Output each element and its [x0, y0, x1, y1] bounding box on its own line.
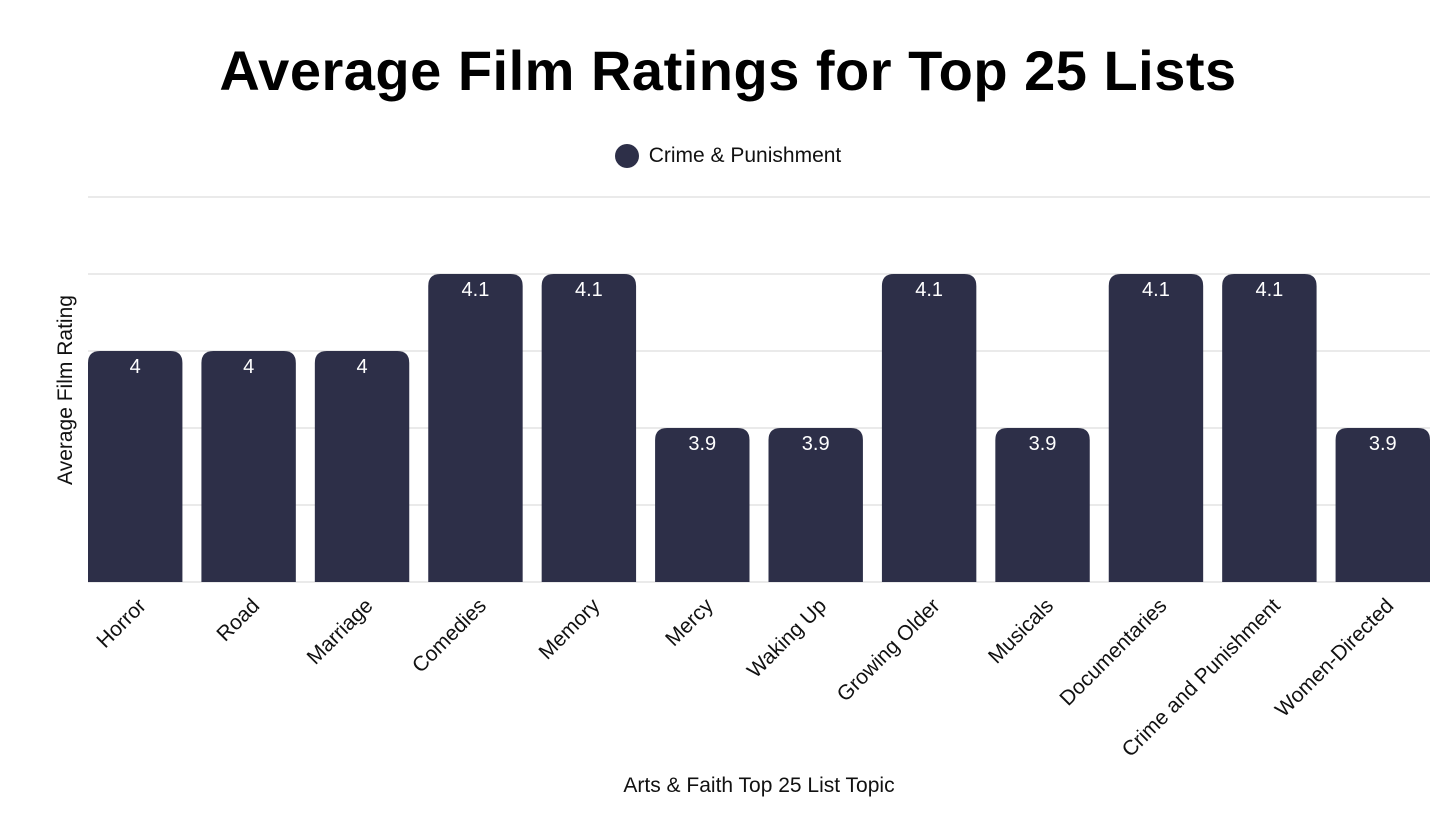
x-axis-title: Arts & Faith Top 25 List Topic	[623, 774, 894, 797]
category-label: Growing Older	[833, 594, 945, 706]
bar-value-label: 3.9	[802, 433, 830, 455]
bar-value-label: 3.9	[1029, 433, 1057, 455]
gridlines	[88, 196, 1430, 583]
category-label: Musicals	[984, 594, 1058, 668]
category-label: Waking Up	[743, 594, 831, 682]
category-labels: Horror Road Marriage Comedies Memory Mercy Wak…	[92, 594, 1398, 762]
bar-road	[201, 351, 296, 582]
bar-horror	[88, 351, 183, 582]
bar-value-label: 4	[243, 356, 254, 378]
category-label: Women-Directed	[1271, 594, 1398, 721]
bar-value-label: 4.1	[575, 279, 603, 301]
category-label: Mercy	[661, 594, 718, 651]
category-label: Road	[212, 594, 264, 646]
value-labels: 4 4 4 4.1 4.1 3.9 3.9 4.1 3.9 4.1 4.1 3.9	[130, 279, 1397, 455]
bar-comedies	[428, 274, 523, 582]
bar-value-label: 4.1	[915, 279, 943, 301]
bar-value-label: 4	[130, 356, 141, 378]
category-label: Documentaries	[1055, 594, 1171, 710]
legend-swatch	[614, 144, 639, 168]
bar-value-label: 4.1	[462, 279, 490, 301]
bar-musicals	[995, 428, 1090, 582]
y-axis-title: Average Film Rating	[54, 295, 77, 485]
category-label: Comedies	[408, 594, 491, 677]
chart-title: Average Film Ratings for Top 25 Lists	[219, 39, 1237, 102]
bar-value-label: 3.9	[688, 433, 716, 455]
bar-mercy	[655, 428, 750, 582]
bar-crime-and-punishment	[1222, 274, 1317, 582]
legend-label: Crime & Punishment	[648, 144, 842, 167]
bar-value-label: 4.1	[1142, 279, 1170, 301]
bar-women-directed	[1335, 428, 1430, 582]
bar-value-label: 4.1	[1255, 279, 1283, 301]
category-label: Horror	[92, 594, 150, 652]
bar-growing-older	[881, 274, 977, 582]
bars	[88, 274, 1430, 582]
category-label: Memory	[535, 594, 605, 664]
bar-marriage	[314, 351, 410, 582]
bar-documentaries	[1108, 274, 1204, 582]
bar-waking-up	[768, 428, 863, 582]
bar-value-label: 3.9	[1369, 433, 1397, 455]
bar-memory	[541, 274, 637, 582]
category-label: Marriage	[303, 594, 378, 669]
legend: Crime & Punishment	[0, 144, 1456, 168]
bar-value-label: 4	[356, 356, 367, 378]
